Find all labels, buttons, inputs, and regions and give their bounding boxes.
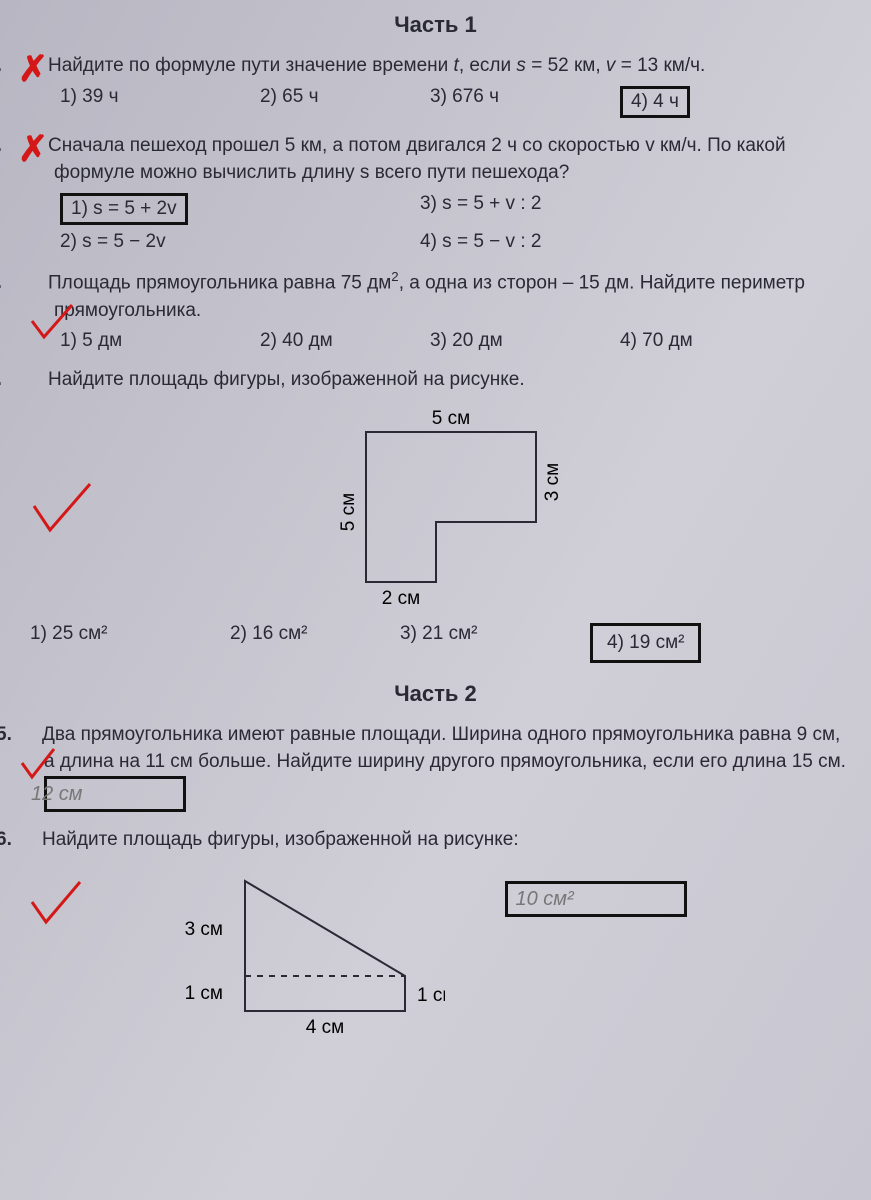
question-3: 3.Площадь прямоугольника равна 75 дм2, а… [20, 267, 851, 352]
part2-title: Часть 2 [20, 681, 851, 707]
q1-options: 1) 39 ч 2) 65 ч 3) 676 ч 4) 4 ч [20, 86, 851, 118]
svg-text:3 см: 3 см [185, 919, 223, 940]
q2-opt3: 3) s = 5 + v : 2 [420, 193, 720, 225]
q4-opt4: 4) 19 см² [590, 623, 760, 663]
q1-text: 1.Найдите по формуле пути значение време… [20, 52, 851, 80]
q3-opt3: 3) 20 дм [430, 330, 620, 352]
q3-text: 3.Площадь прямоугольника равна 75 дм2, а… [20, 267, 851, 324]
q1-opt1: 1) 39 ч [60, 86, 260, 118]
check-mark-icon [18, 745, 58, 790]
check-mark-icon [28, 299, 78, 354]
svg-text:2 см: 2 см [381, 588, 419, 609]
q3-opt2: 2) 40 дм [260, 330, 430, 352]
cross-mark-icon: ✗ [18, 48, 48, 90]
cross-mark-icon: ✗ [18, 128, 48, 170]
svg-text:5 см: 5 см [431, 408, 469, 429]
q5-text: 5.Два прямоугольника имеют равные площад… [20, 721, 851, 812]
q4-opt1: 1) 25 см² [30, 623, 230, 663]
q1-opt3: 3) 676 ч [430, 86, 620, 118]
question-2: ✗ 2.Сначала пешеход прошел 5 км, а потом… [20, 132, 851, 253]
svg-text:5 см: 5 см [338, 492, 359, 530]
svg-text:4 см: 4 см [305, 1017, 343, 1038]
svg-text:1 см: 1 см [417, 985, 445, 1006]
q4-opt2: 2) 16 см² [230, 623, 400, 663]
question-5: 5.Два прямоугольника имеют равные площад… [20, 721, 851, 812]
q2-opt2: 2) s = 5 − 2v [60, 231, 420, 253]
q6-answer-box: 10 см² [505, 881, 687, 917]
q2-text: 2.Сначала пешеход прошел 5 км, а потом д… [20, 132, 851, 187]
q5-answer-box: 12 см [44, 776, 186, 812]
check-mark-icon [28, 476, 98, 551]
q3-opt1: 1) 5 дм [60, 330, 260, 352]
svg-text:3 см: 3 см [542, 462, 563, 500]
q4-figure: 5 см 3 см 5 см 2 см [20, 402, 851, 617]
question-4: 4.Найдите площадь фигуры, изображенной н… [20, 366, 851, 663]
q1-body: Найдите по формуле пути значение времени… [48, 55, 705, 76]
q6-text: 6.Найдите площадь фигуры, изображенной н… [20, 826, 851, 854]
q2-opt1: 1) s = 5 + 2v [60, 193, 420, 225]
trapezoid-shape-icon: 3 см 1 см 1 см 4 см [185, 861, 445, 1041]
q4-opt3: 3) 21 см² [400, 623, 590, 663]
svg-text:1 см: 1 см [185, 983, 223, 1004]
q2-opt4: 4) s = 5 − v : 2 [420, 231, 720, 253]
question-6: 6.Найдите площадь фигуры, изображенной н… [20, 826, 851, 1042]
q1-opt4: 4) 4 ч [620, 86, 790, 118]
q3-opt4: 4) 70 дм [620, 330, 790, 352]
page: Часть 1 ✗ 1.Найдите по формуле пути знач… [0, 0, 871, 1075]
check-mark-icon [26, 876, 86, 941]
q1-opt2: 2) 65 ч [260, 86, 430, 118]
q4-text: 4.Найдите площадь фигуры, изображенной н… [20, 366, 851, 394]
l-shape-icon: 5 см 3 см 5 см 2 см [276, 402, 596, 612]
q2-options: 1) s = 5 + 2v 3) s = 5 + v : 2 2) s = 5 … [20, 193, 851, 253]
question-1: ✗ 1.Найдите по формуле пути значение вре… [20, 52, 851, 118]
part1-title: Часть 1 [20, 12, 851, 38]
q3-options: 1) 5 дм 2) 40 дм 3) 20 дм 4) 70 дм [20, 330, 851, 352]
q4-options: 1) 25 см² 2) 16 см² 3) 21 см² 4) 19 см² [20, 623, 851, 663]
q6-row: 3 см 1 см 1 см 4 см 10 см² [20, 861, 851, 1041]
